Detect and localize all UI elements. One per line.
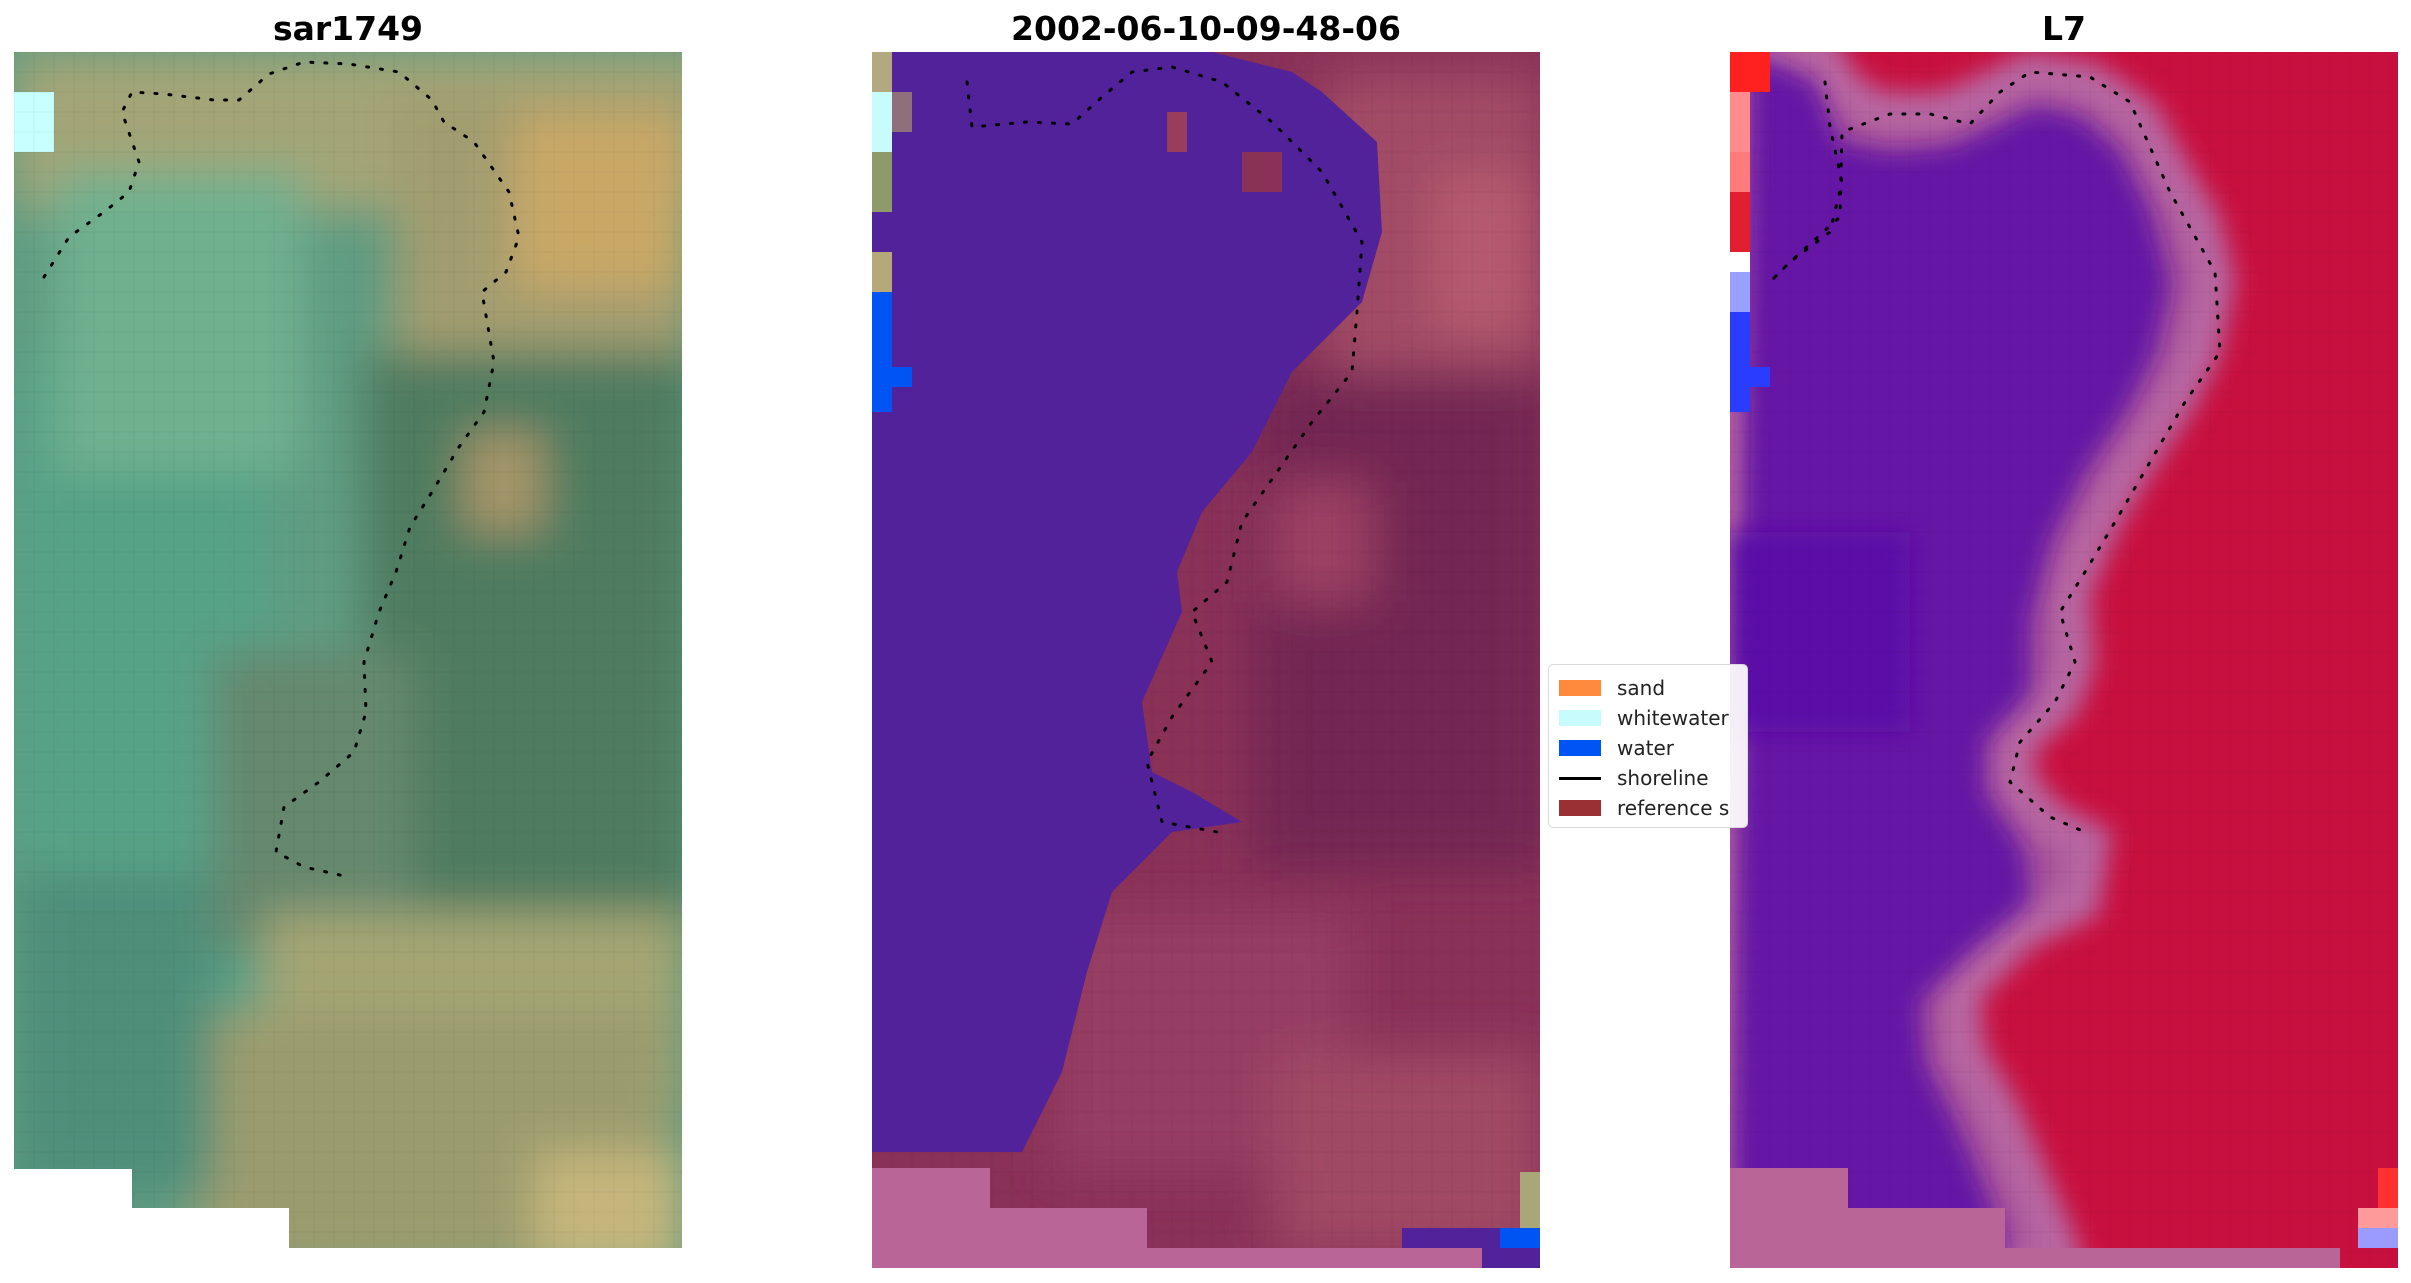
panel-title-index: L7 [2042,9,2086,48]
legend-label-sand: sand [1617,676,1666,700]
panel-title-classified: 2002-06-10-09-48-06 [1011,9,1401,48]
legend-swatch-whitewater [1559,710,1601,726]
legend-line-shoreline [1559,776,1601,780]
shoreline-overlay-classified [965,65,1364,834]
legend-swatch-sand [1559,680,1601,696]
rgb-image-panel [14,52,682,1268]
water-index-image [1730,52,2398,1268]
legend-label-shoreline: shoreline [1617,766,1709,790]
rgb-image [14,52,682,1248]
legend-item-shoreline: shoreline [1559,763,1747,793]
legend-item-reference: reference s [1559,793,1747,823]
shoreline-overlay [42,60,521,879]
classified-image [872,52,1540,1268]
legend-item-sand: sand [1559,673,1747,703]
legend-label-whitewater: whitewater [1617,706,1729,730]
legend-swatch-water [1559,740,1601,756]
legend-label-reference: reference s [1617,796,1730,820]
shoreline-overlay-index [1768,70,2222,834]
legend: sand whitewater water shoreline referenc… [1548,664,1748,828]
index-image-panel [1730,52,2398,1268]
legend-item-whitewater: whitewater [1559,703,1747,733]
legend-item-water: water [1559,733,1747,763]
legend-label-water: water [1617,736,1674,760]
classified-image-panel [872,52,1540,1268]
panel-title-rgb: sar1749 [272,9,424,48]
legend-swatch-reference [1559,800,1601,816]
